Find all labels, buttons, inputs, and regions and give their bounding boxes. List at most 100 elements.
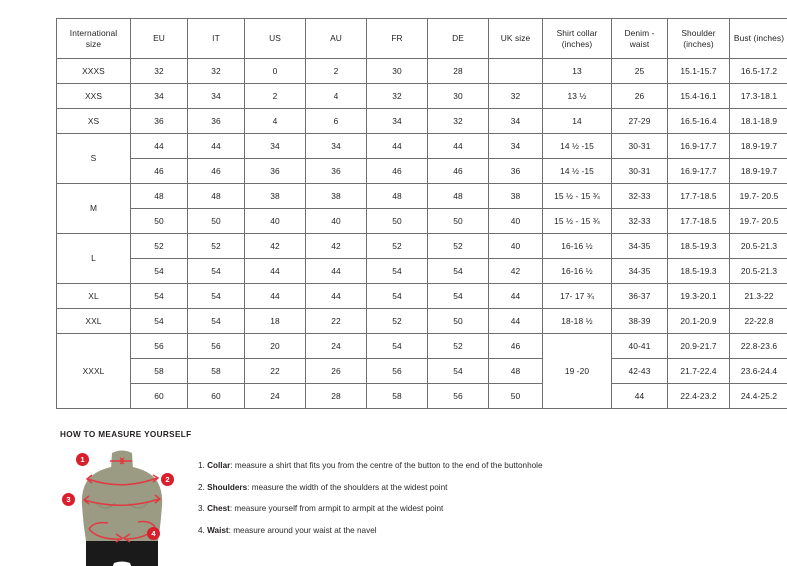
header-line-2: (inches) (683, 38, 714, 49)
cell-au: 44 (305, 283, 367, 309)
header-line-1: Shoulder (681, 28, 716, 38)
cell-eu: 32 (130, 58, 188, 84)
cell-eu: 52 (130, 233, 188, 259)
cell-international-size: XXL (56, 308, 131, 334)
cell-denim: 44 (611, 383, 668, 409)
cell-it: 48 (187, 183, 245, 209)
collar-arrow-right (119, 457, 126, 465)
cell-de: 30 (427, 83, 489, 109)
cell-bust: 16.5-17.2 (729, 58, 787, 84)
cell-fr: 32 (366, 83, 428, 109)
marker-badge-3: 3 (62, 493, 75, 506)
cell-it: 34 (187, 83, 245, 109)
cell-collar: 13 ½ (542, 83, 612, 109)
cell-it: 60 (187, 383, 245, 409)
cell-us: 42 (244, 233, 306, 259)
cell-uk: 32 (488, 83, 543, 109)
cell-international-size: XXXL (56, 333, 131, 409)
column-header-international-size: International size (56, 18, 131, 59)
cell-de: 54 (427, 283, 489, 309)
cell-uk: 48 (488, 358, 543, 384)
cell-bust: 22.8-23.6 (729, 333, 787, 359)
cell-denim: 32-33 (611, 208, 668, 234)
shoulders-arrow-left (85, 474, 93, 484)
column-header-bust: Bust (inches) (729, 18, 787, 59)
cell-shoulder: 15.4-16.1 (667, 83, 730, 109)
cell-shoulder: 15.1-15.7 (667, 58, 730, 84)
table-row: L 52 52 42 42 52 52 40 16-16 ½ 34-35 18.5-19.3 20.5… (56, 233, 787, 284)
cell-shoulder: 20.1-20.9 (667, 308, 730, 334)
waist-measure-line-right (137, 520, 156, 528)
cell-international-size: XS (56, 108, 131, 134)
shorts-legs (86, 553, 158, 566)
cell-shoulder: 18.5-19.3 (667, 233, 730, 259)
cell-denim: 26 (611, 83, 668, 109)
cell-fr: 54 (366, 333, 428, 359)
cell-de: 54 (427, 258, 489, 284)
cell-de: 48 (427, 183, 489, 209)
cell-de: 50 (427, 308, 489, 334)
cell-it: 36 (187, 108, 245, 134)
cell-denim: 32-33 (611, 183, 668, 209)
table-row: S 44 44 34 34 44 44 34 14 ½ -15 30-31 16.9-17.7 18.… (56, 133, 787, 184)
cell-fr: 56 (366, 358, 428, 384)
cell-fr: 52 (366, 308, 428, 334)
cell-uk: 36 (488, 158, 543, 184)
step-term: Shoulders (207, 482, 248, 492)
cell-au: 34 (305, 133, 367, 159)
cell-denim: 38-39 (611, 308, 668, 334)
cell-us: 22 (244, 358, 306, 384)
cell-denim: 34-35 (611, 258, 668, 284)
step-number: 4. (198, 525, 208, 535)
cell-eu: 50 (130, 208, 188, 234)
cell-de: 52 (427, 333, 489, 359)
cell-collar: 14 (542, 108, 612, 134)
cell-bust: 20.5-21.3 (729, 258, 787, 284)
cell-de: 46 (427, 158, 489, 184)
waist-measure-line-lower-left (88, 528, 123, 540)
cell-eu: 54 (130, 258, 188, 284)
measure-step: 3. Chest: measure yourself from armpit t… (198, 504, 543, 515)
cell-fr: 52 (366, 233, 428, 259)
step-text: : measure the width of the shoulders at … (247, 482, 448, 492)
measure-steps-list: 1. Collar: measure a shirt that fits you… (198, 447, 543, 548)
cell-au: 2 (305, 58, 367, 84)
cell-uk: 46 (488, 333, 543, 359)
marker-badge-1: 1 (76, 453, 89, 466)
table-body: XXXS 32 32 0 2 30 28 13 25 15.1-15.7 16.5-17.2 XXS 3… (56, 58, 787, 409)
step-term: Chest (207, 504, 230, 514)
cell-bust: 24.4-25.2 (729, 383, 787, 409)
step-text: : measure yourself from armpit to armpit… (229, 504, 444, 514)
cell-collar: 15 ½ - 15 ¾ (542, 183, 612, 209)
cell-eu: 54 (130, 308, 188, 334)
table-row: M 48 48 38 38 48 48 38 15 ½ - 15 ¾ 32-33 17.7-18.5… (56, 183, 787, 234)
cell-us: 4 (244, 108, 306, 134)
how-to-measure-section: HOW TO MEASURE YOURSELF (60, 430, 760, 566)
cell-us: 24 (244, 383, 306, 409)
cell-shoulder: 16.9-17.7 (667, 158, 730, 184)
cell-shoulder: 18.5-19.3 (667, 258, 730, 284)
cell-international-size: L (56, 233, 131, 284)
cell-denim: 42-43 (611, 358, 668, 384)
cell-it: 50 (187, 208, 245, 234)
column-header-shirt-collar: Shirt collar (inches) (542, 18, 612, 59)
waist-measure-line-left (88, 521, 109, 530)
cell-denim: 40-41 (611, 333, 668, 359)
cell-fr: 54 (366, 283, 428, 309)
cell-shoulder: 22.4-23.2 (667, 383, 730, 409)
international-size-table: International size EU IT US AU FR DE UK … (56, 18, 787, 409)
cell-shoulder: 16.5-16.4 (667, 108, 730, 134)
cell-uk: 42 (488, 258, 543, 284)
cell-it: 54 (187, 258, 245, 284)
cell-uk: 40 (488, 233, 543, 259)
table-header-row: International size EU IT US AU FR DE UK … (56, 18, 787, 59)
cell-international-size: XXS (56, 83, 131, 109)
cell-us: 2 (244, 83, 306, 109)
cell-collar: 14 ½ -15 (542, 133, 612, 159)
cell-de: 54 (427, 358, 489, 384)
cell-fr: 50 (366, 208, 428, 234)
table-row: XL 54 54 44 44 54 54 44 17- 17 ¾ 36-37 19.3-20.1 21… (56, 283, 787, 309)
cell-shoulder: 20.9-21.7 (667, 333, 730, 359)
cell-au: 42 (305, 233, 367, 259)
